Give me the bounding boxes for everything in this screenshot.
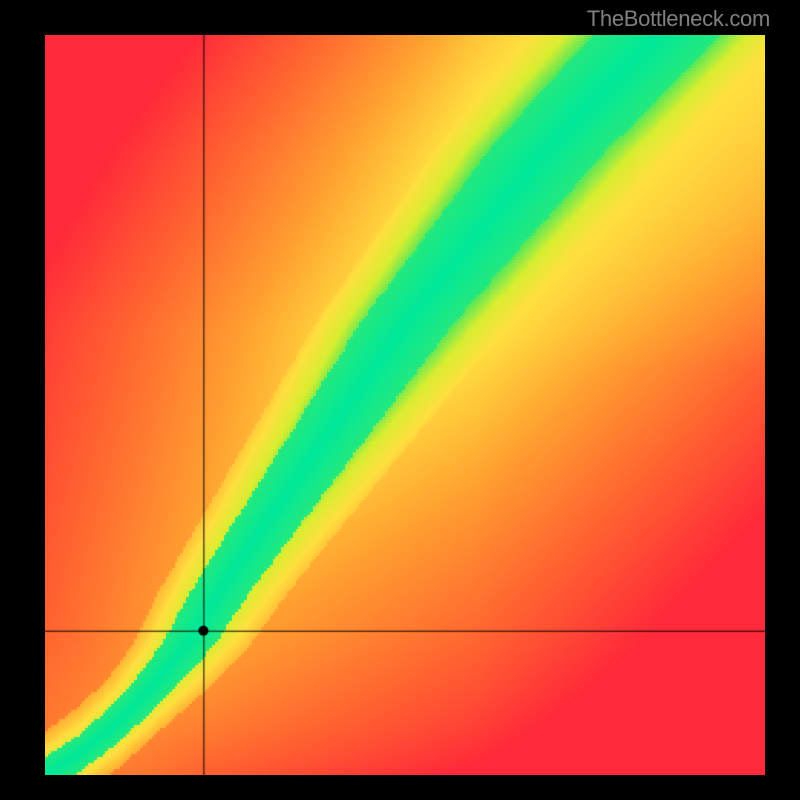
chart-container: TheBottleneck.com [0, 0, 800, 800]
bottleneck-heatmap [45, 35, 765, 775]
watermark-text: TheBottleneck.com [587, 6, 770, 32]
